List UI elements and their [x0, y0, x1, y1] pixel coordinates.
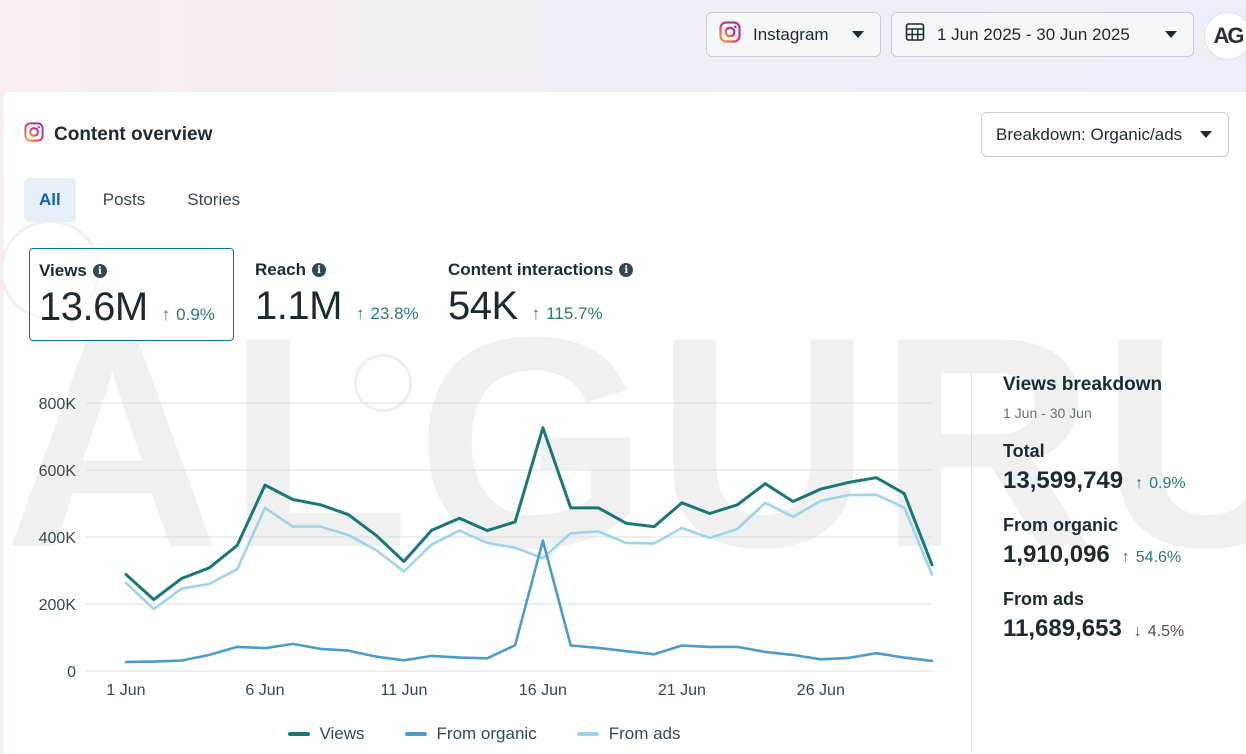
views-breakdown-panel: Views breakdown 1 Jun - 30 Jun Total 13,… [1003, 374, 1243, 643]
x-tick-label: 21 Jun [658, 682, 706, 699]
metric-change: ↑ 23.8% [356, 304, 419, 324]
x-tick-label: 1 Jun [106, 682, 145, 699]
legend-item-ads[interactable]: From ads [576, 724, 681, 744]
tab-stories[interactable]: Stories [187, 190, 241, 209]
breakdown-change-value: 54.6% [1135, 549, 1182, 566]
side-title: Views breakdown [1003, 374, 1163, 395]
metric-change-value: 0.9% [176, 305, 215, 324]
views-chart: 0 200K 400K 600K 800K 1 Jun 6 Jun 11 Jun 16 Jun 2… [4, 362, 964, 754]
caret-down-icon [852, 31, 864, 38]
x-tick-label: 6 Jun [245, 682, 284, 699]
metric-change-value: 115.7% [546, 304, 603, 323]
arrow-up-icon: ↑ [1135, 475, 1144, 492]
breakdown-change: ↑ 0.9% [1135, 475, 1185, 493]
date-range-label: 1 Jun 2025 - 30 Jun 2025 [937, 24, 1130, 44]
top-bar: Instagram 1 Jun 2025 - 30 Jun 2025 AG [0, 0, 1246, 92]
card-title: Content overview [54, 123, 213, 145]
legend-label: From ads [608, 724, 681, 743]
breakdown-value: 11,689,653 [1003, 615, 1122, 642]
metric-value: 54K [448, 284, 518, 328]
y-tick-label: 0 [67, 664, 76, 681]
breakdown-ads: From ads 11,689,653 ↓ 4.5% [1003, 589, 1243, 643]
legend-swatch [287, 732, 310, 736]
arrow-up-icon: ↑ [1121, 549, 1130, 566]
series-line-views [124, 426, 934, 602]
instagram-icon [719, 21, 741, 48]
instagram-icon [24, 122, 44, 147]
metric-value: 1.1M [255, 284, 342, 328]
breakdown-value: 13,599,749 [1003, 467, 1124, 494]
legend-label: Views [319, 724, 365, 743]
x-tick-label: 26 Jun [797, 682, 845, 699]
breakdown-label: From ads [1003, 589, 1085, 609]
breakdown-change: ↑ 54.6% [1122, 549, 1181, 567]
series-line-ads [124, 493, 934, 611]
caret-down-icon [1165, 31, 1177, 38]
metric-content-interactions[interactable]: Content interactions i 54K ↑ 115.7% [439, 248, 654, 341]
breakdown-change-value: 0.9% [1149, 475, 1186, 492]
y-tick-label: 800K [39, 396, 77, 413]
metric-label: Content interactions [448, 260, 614, 279]
caret-down-icon [1200, 131, 1212, 138]
arrow-up-icon: ↑ [355, 304, 365, 323]
views-line-chart: 0 200K 400K 600K 800K 1 Jun 6 Jun 11 Jun 16 Jun 2… [39, 396, 934, 699]
info-icon[interactable]: i [619, 263, 634, 277]
calendar-icon [905, 22, 925, 47]
avatar[interactable]: AG [1204, 12, 1246, 60]
breakdown-value: 1,910,096 [1003, 541, 1110, 568]
breakdown-change: ↓ 4.5% [1134, 623, 1184, 641]
metric-reach[interactable]: Reach i 1.1M ↑ 23.8% [246, 248, 426, 341]
side-date: 1 Jun - 30 Jun [1003, 405, 1092, 421]
info-icon[interactable]: i [312, 263, 327, 277]
card-header: Content overview [24, 122, 212, 147]
arrow-up-icon: ↑ [161, 305, 171, 324]
y-tick-label: 600K [39, 463, 77, 480]
arrow-down-icon: ↓ [1133, 623, 1142, 640]
content-overview-card: ALGURUS Content overview Breakdown: Orga… [4, 92, 1246, 754]
info-icon[interactable]: i [92, 264, 107, 278]
breakdown-label: Breakdown: Organic/ads [996, 124, 1183, 144]
legend-item-views[interactable]: Views [287, 724, 365, 744]
metric-label: Views [39, 261, 87, 280]
series-line-organic [124, 539, 934, 664]
breakdown-label: From organic [1003, 515, 1119, 535]
legend-label: From organic [436, 724, 537, 743]
platform-label: Instagram [753, 24, 829, 44]
breakdown-total: Total 13,599,749 ↑ 0.9% [1003, 441, 1243, 495]
chart-legend: Views From organic From ads [4, 724, 964, 744]
x-tick-label: 16 Jun [519, 682, 567, 699]
y-tick-label: 200K [39, 597, 77, 614]
metric-change: ↑ 115.7% [532, 304, 603, 324]
tab-all[interactable]: All [24, 178, 76, 222]
breakdown-organic: From organic 1,910,096 ↑ 54.6% [1003, 515, 1243, 569]
breakdown-label: Total [1003, 441, 1045, 461]
breakdown-change-value: 4.5% [1147, 623, 1185, 640]
metric-views[interactable]: Views i 13.6M ↑ 0.9% [29, 248, 234, 341]
legend-item-organic[interactable]: From organic [404, 724, 537, 744]
metric-change-value: 23.8% [370, 304, 419, 323]
metric-change: ↑ 0.9% [162, 305, 215, 325]
date-range-selector[interactable]: 1 Jun 2025 - 30 Jun 2025 [891, 12, 1194, 57]
avatar-text: AG [1213, 23, 1245, 48]
x-tick-label: 11 Jun [381, 682, 428, 699]
arrow-up-icon: ↑ [531, 304, 541, 323]
metric-label: Reach [255, 260, 307, 279]
content-tabs: All Posts Stories [24, 178, 267, 222]
legend-swatch [404, 732, 427, 736]
legend-swatch [576, 732, 599, 736]
platform-selector[interactable]: Instagram [706, 12, 881, 57]
y-tick-label: 400K [39, 530, 77, 547]
side-divider [971, 372, 972, 752]
tab-posts[interactable]: Posts [102, 190, 146, 209]
metric-value: 13.6M [39, 285, 148, 329]
breakdown-dropdown[interactable]: Breakdown: Organic/ads [981, 112, 1229, 157]
